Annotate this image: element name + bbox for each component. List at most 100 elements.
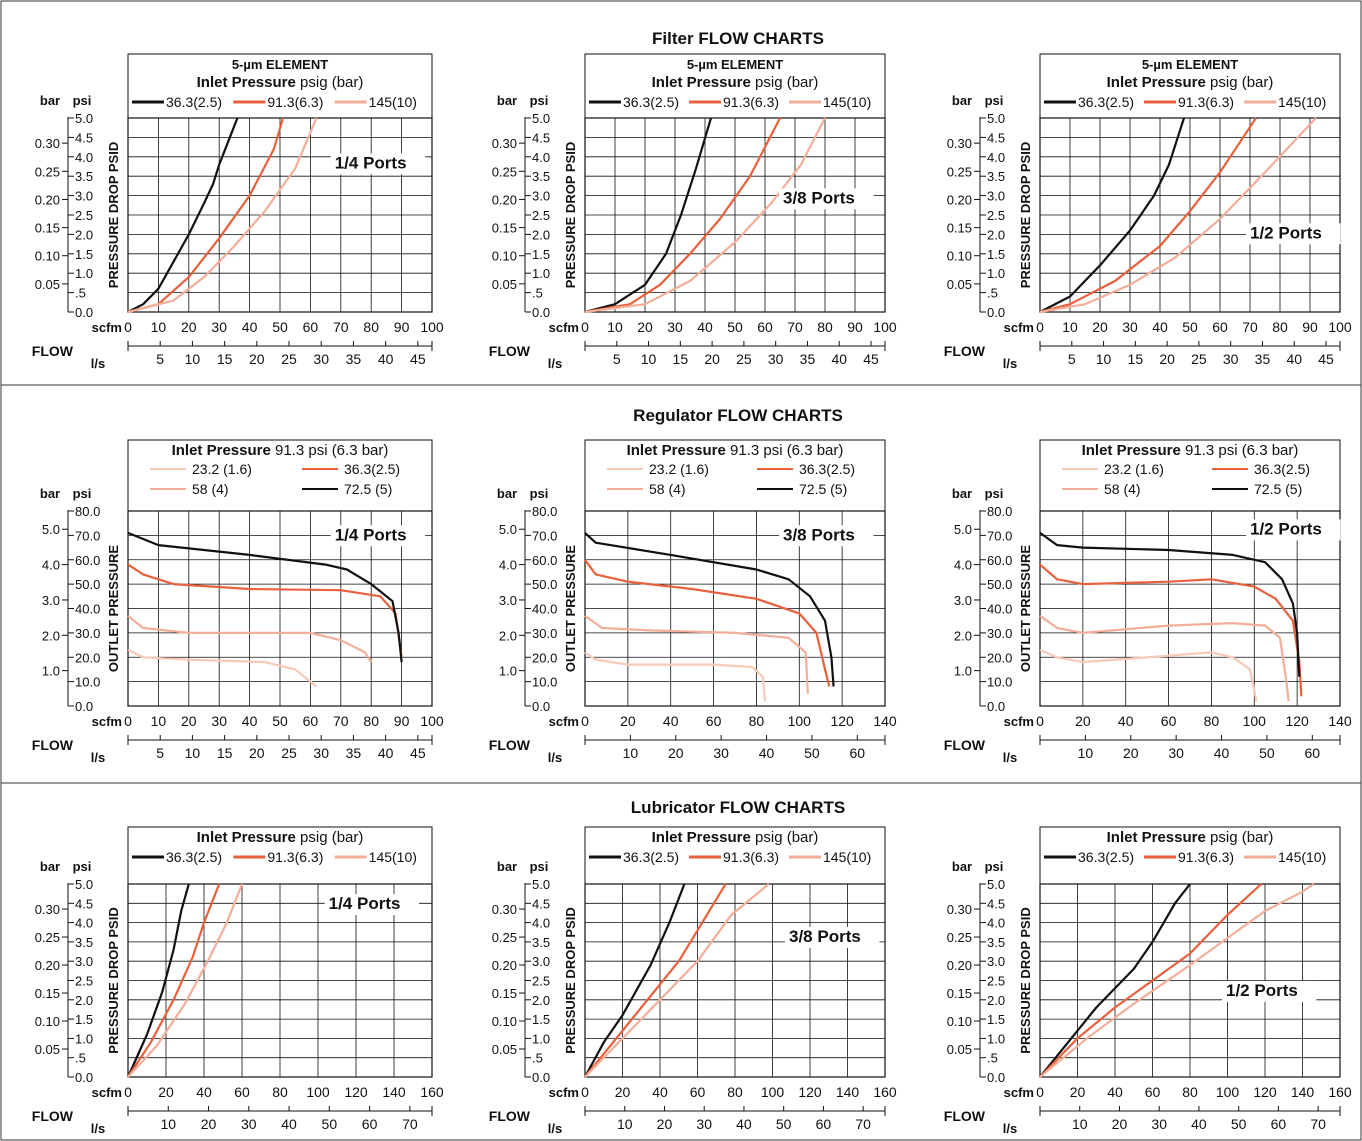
bar-tick-label: 0.05 bbox=[492, 277, 517, 292]
scfm-tick-label: 70 bbox=[787, 319, 803, 335]
psi-tick-label: 30.0 bbox=[532, 626, 557, 641]
ls-tick-label: 50 bbox=[1231, 1116, 1247, 1132]
ls-tick-label: 60 bbox=[816, 1116, 832, 1132]
ls-tick-label: 10 bbox=[185, 351, 201, 367]
bar-unit-label: bar bbox=[40, 859, 60, 874]
psi-tick-label: 20.0 bbox=[532, 650, 557, 665]
ls-tick-label: 50 bbox=[776, 1116, 792, 1132]
scfm-tick-label: 40 bbox=[652, 1084, 668, 1100]
scfm-tick-label: 30 bbox=[667, 319, 683, 335]
bar-tick-label: 0.30 bbox=[947, 902, 972, 917]
scfm-tick-label: 20 bbox=[637, 319, 653, 335]
series-line bbox=[584, 614, 809, 694]
ls-tick-label: 20 bbox=[657, 1116, 673, 1132]
psi-tick-label: 5.0 bbox=[532, 111, 550, 126]
legend-title-bold: Inlet Pressure bbox=[1082, 442, 1185, 459]
port-label-bg bbox=[330, 153, 426, 175]
legend-title: Inlet Pressure psig (bar) bbox=[652, 74, 819, 91]
psi-tick-label: 4.5 bbox=[532, 896, 550, 911]
ls-tick-label: 60 bbox=[850, 745, 866, 761]
ls-tick-label: 20 bbox=[668, 745, 684, 761]
ls-tick-label: 40 bbox=[281, 1116, 297, 1132]
scfm-tick-label: 70 bbox=[333, 713, 349, 729]
ls-tick-label: 25 bbox=[1191, 351, 1207, 367]
ls-tick-label: 15 bbox=[217, 351, 233, 367]
section-title: Filter FLOW CHARTS bbox=[652, 29, 824, 48]
psi-tick-label: .5 bbox=[532, 286, 543, 301]
scfm-tick-label: 0 bbox=[1036, 713, 1044, 729]
scfm-tick-label: 40 bbox=[697, 319, 713, 335]
bar-tick-label: 0.25 bbox=[35, 164, 60, 179]
scfm-tick-label: 100 bbox=[1243, 713, 1267, 729]
legend-title-rest: psig (bar) bbox=[1210, 74, 1273, 91]
scfm-tick-label: 70 bbox=[1242, 319, 1258, 335]
bar-tick-label: 0.05 bbox=[492, 1042, 517, 1057]
ls-tick-label: 15 bbox=[1128, 351, 1144, 367]
ls-tick-label: 40 bbox=[736, 1116, 752, 1132]
psi-tick-label: 1.0 bbox=[987, 1031, 1005, 1046]
series-line bbox=[1039, 117, 1186, 313]
psi-tick-label: 4.5 bbox=[987, 896, 1005, 911]
scfm-tick-label: 60 bbox=[1145, 1084, 1161, 1100]
ls-tick-label: 20 bbox=[1112, 1116, 1128, 1132]
psi-tick-label: 2.0 bbox=[987, 993, 1005, 1008]
psi-tick-label: 1.5 bbox=[532, 247, 550, 262]
scfm-tick-label: 80 bbox=[1272, 319, 1288, 335]
psi-tick-label: 1.0 bbox=[75, 1031, 93, 1046]
ls-tick-label: 35 bbox=[346, 351, 362, 367]
psi-tick-label: 2.5 bbox=[987, 208, 1005, 223]
legend-entry: 91.3(6.3) bbox=[267, 849, 323, 865]
y-axis-label: PRESSURE DROP PSID bbox=[106, 142, 121, 288]
bar-tick-label: 0.20 bbox=[947, 958, 972, 973]
ls-tick-label: 40 bbox=[378, 745, 394, 761]
psi-tick-label: 1.5 bbox=[532, 1012, 550, 1027]
legend-entry: 36.3(2.5) bbox=[623, 849, 679, 865]
scfm-unit-label: scfm bbox=[549, 714, 579, 729]
scfm-tick-label: 120 bbox=[1253, 1084, 1277, 1100]
psi-tick-label: 4.5 bbox=[987, 130, 1005, 145]
port-label: 1/2 Ports bbox=[1250, 519, 1322, 538]
psi-tick-label: 4.0 bbox=[75, 916, 93, 931]
port-label-bg bbox=[1246, 223, 1341, 245]
legend-entry: 36.3(2.5) bbox=[623, 94, 679, 110]
y-axis-label: OUTLET PRESSURE bbox=[106, 545, 121, 672]
scfm-tick-label: 30 bbox=[211, 713, 227, 729]
series-line bbox=[584, 559, 831, 687]
y-axis-label: OUTLET PRESSURE bbox=[563, 545, 578, 672]
scfm-unit-label: scfm bbox=[1004, 1085, 1034, 1100]
ls-tick-label: 20 bbox=[201, 1116, 217, 1132]
legend-title: Inlet Pressure psig (bar) bbox=[197, 829, 364, 846]
port-label-bg bbox=[324, 894, 420, 916]
legend-box bbox=[584, 439, 886, 512]
psi-tick-label: 4.0 bbox=[75, 150, 93, 165]
bar-tick-label: 0.15 bbox=[492, 986, 517, 1001]
bar-tick-label: 0.25 bbox=[492, 164, 517, 179]
port-label-bg bbox=[1222, 980, 1317, 1002]
psi-tick-label: 30.0 bbox=[987, 626, 1012, 641]
psi-tick-label: 2.5 bbox=[987, 974, 1005, 989]
legend-entry: 36.3(2.5) bbox=[166, 849, 222, 865]
psi-tick-label: 2.0 bbox=[75, 227, 93, 242]
ls-tick-label: 10 bbox=[641, 351, 657, 367]
psi-tick-label: 0.0 bbox=[75, 699, 93, 714]
ls-unit-label: l/s bbox=[91, 356, 105, 371]
flow-label: FLOW bbox=[944, 737, 986, 753]
scfm-tick-label: 30 bbox=[1122, 319, 1138, 335]
psi-tick-label: 60.0 bbox=[987, 553, 1012, 568]
port-label-bg bbox=[785, 926, 880, 948]
scfm-tick-label: 50 bbox=[272, 319, 288, 335]
bar-tick-label: 0.05 bbox=[947, 1042, 972, 1057]
legend-title-bold: Inlet Pressure bbox=[197, 829, 300, 846]
psi-tick-label: 2.0 bbox=[987, 227, 1005, 242]
ls-tick-label: 25 bbox=[281, 745, 297, 761]
legend-title: Inlet Pressure psig (bar) bbox=[1107, 829, 1274, 846]
legend-entry: 145(10) bbox=[823, 849, 871, 865]
legend-title-bold: Inlet Pressure bbox=[627, 442, 730, 459]
ls-tick-label: 35 bbox=[800, 351, 816, 367]
series-line bbox=[584, 883, 770, 1078]
ls-tick-label: 45 bbox=[410, 745, 426, 761]
psi-tick-label: 2.0 bbox=[75, 993, 93, 1008]
port-label-bg bbox=[1246, 519, 1341, 541]
scfm-tick-label: 60 bbox=[690, 1084, 706, 1100]
psi-tick-label: 70.0 bbox=[75, 528, 100, 543]
